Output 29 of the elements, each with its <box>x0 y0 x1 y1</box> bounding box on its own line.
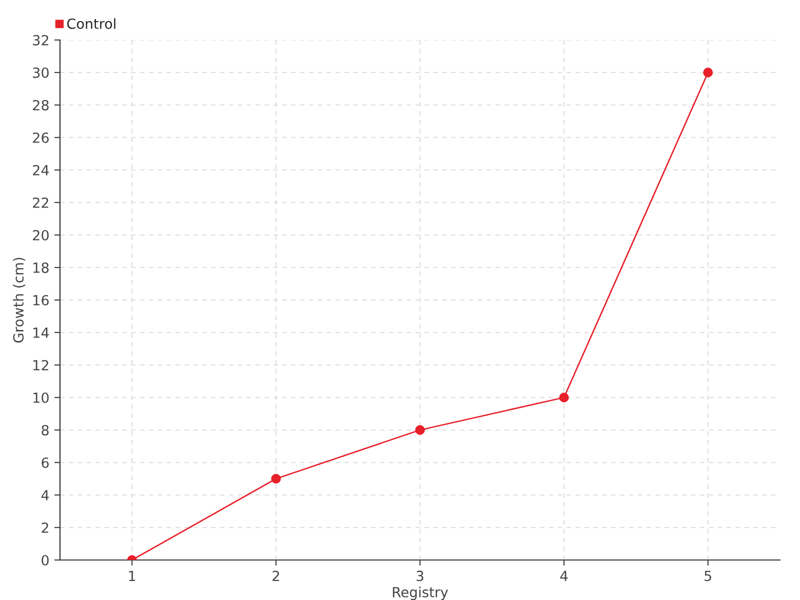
x-tick-label: 3 <box>416 570 424 582</box>
y-tick-label: 10 <box>33 392 49 403</box>
legend-label: Control <box>67 18 116 29</box>
y-tick-label: 2 <box>42 522 48 533</box>
y-tick-label: 30 <box>32 67 49 78</box>
x-tick-label: 5 <box>704 570 712 582</box>
y-tick-label: 16 <box>33 294 49 306</box>
point <box>271 474 281 484</box>
x-tick-label: 2 <box>272 570 280 581</box>
point <box>703 68 713 78</box>
y-tick-label: 8 <box>42 424 49 436</box>
y-tick-label: 20 <box>32 230 49 240</box>
y-tick-label: 26 <box>32 132 49 143</box>
y-tick-label: 24 <box>32 164 49 176</box>
x-axis-title: Registry <box>392 586 448 600</box>
y-tick-label: 0 <box>42 554 49 566</box>
point <box>559 392 569 402</box>
y-tick-label: 32 <box>32 34 48 46</box>
y-tick-label: 12 <box>33 360 48 370</box>
y-tick-label: 4 <box>41 490 49 500</box>
y-axis-title: Growth (cm) <box>12 258 26 343</box>
point <box>415 425 425 435</box>
y-tick-label: 6 <box>42 457 49 468</box>
y-tick-label: 14 <box>33 328 49 338</box>
x-tick-label: 4 <box>560 570 568 581</box>
y-tick-label: 22 <box>32 197 48 208</box>
x-tick-label: 1 <box>129 570 136 581</box>
y-tick-label: 18 <box>33 262 49 273</box>
y-tick-label: 28 <box>32 100 49 110</box>
